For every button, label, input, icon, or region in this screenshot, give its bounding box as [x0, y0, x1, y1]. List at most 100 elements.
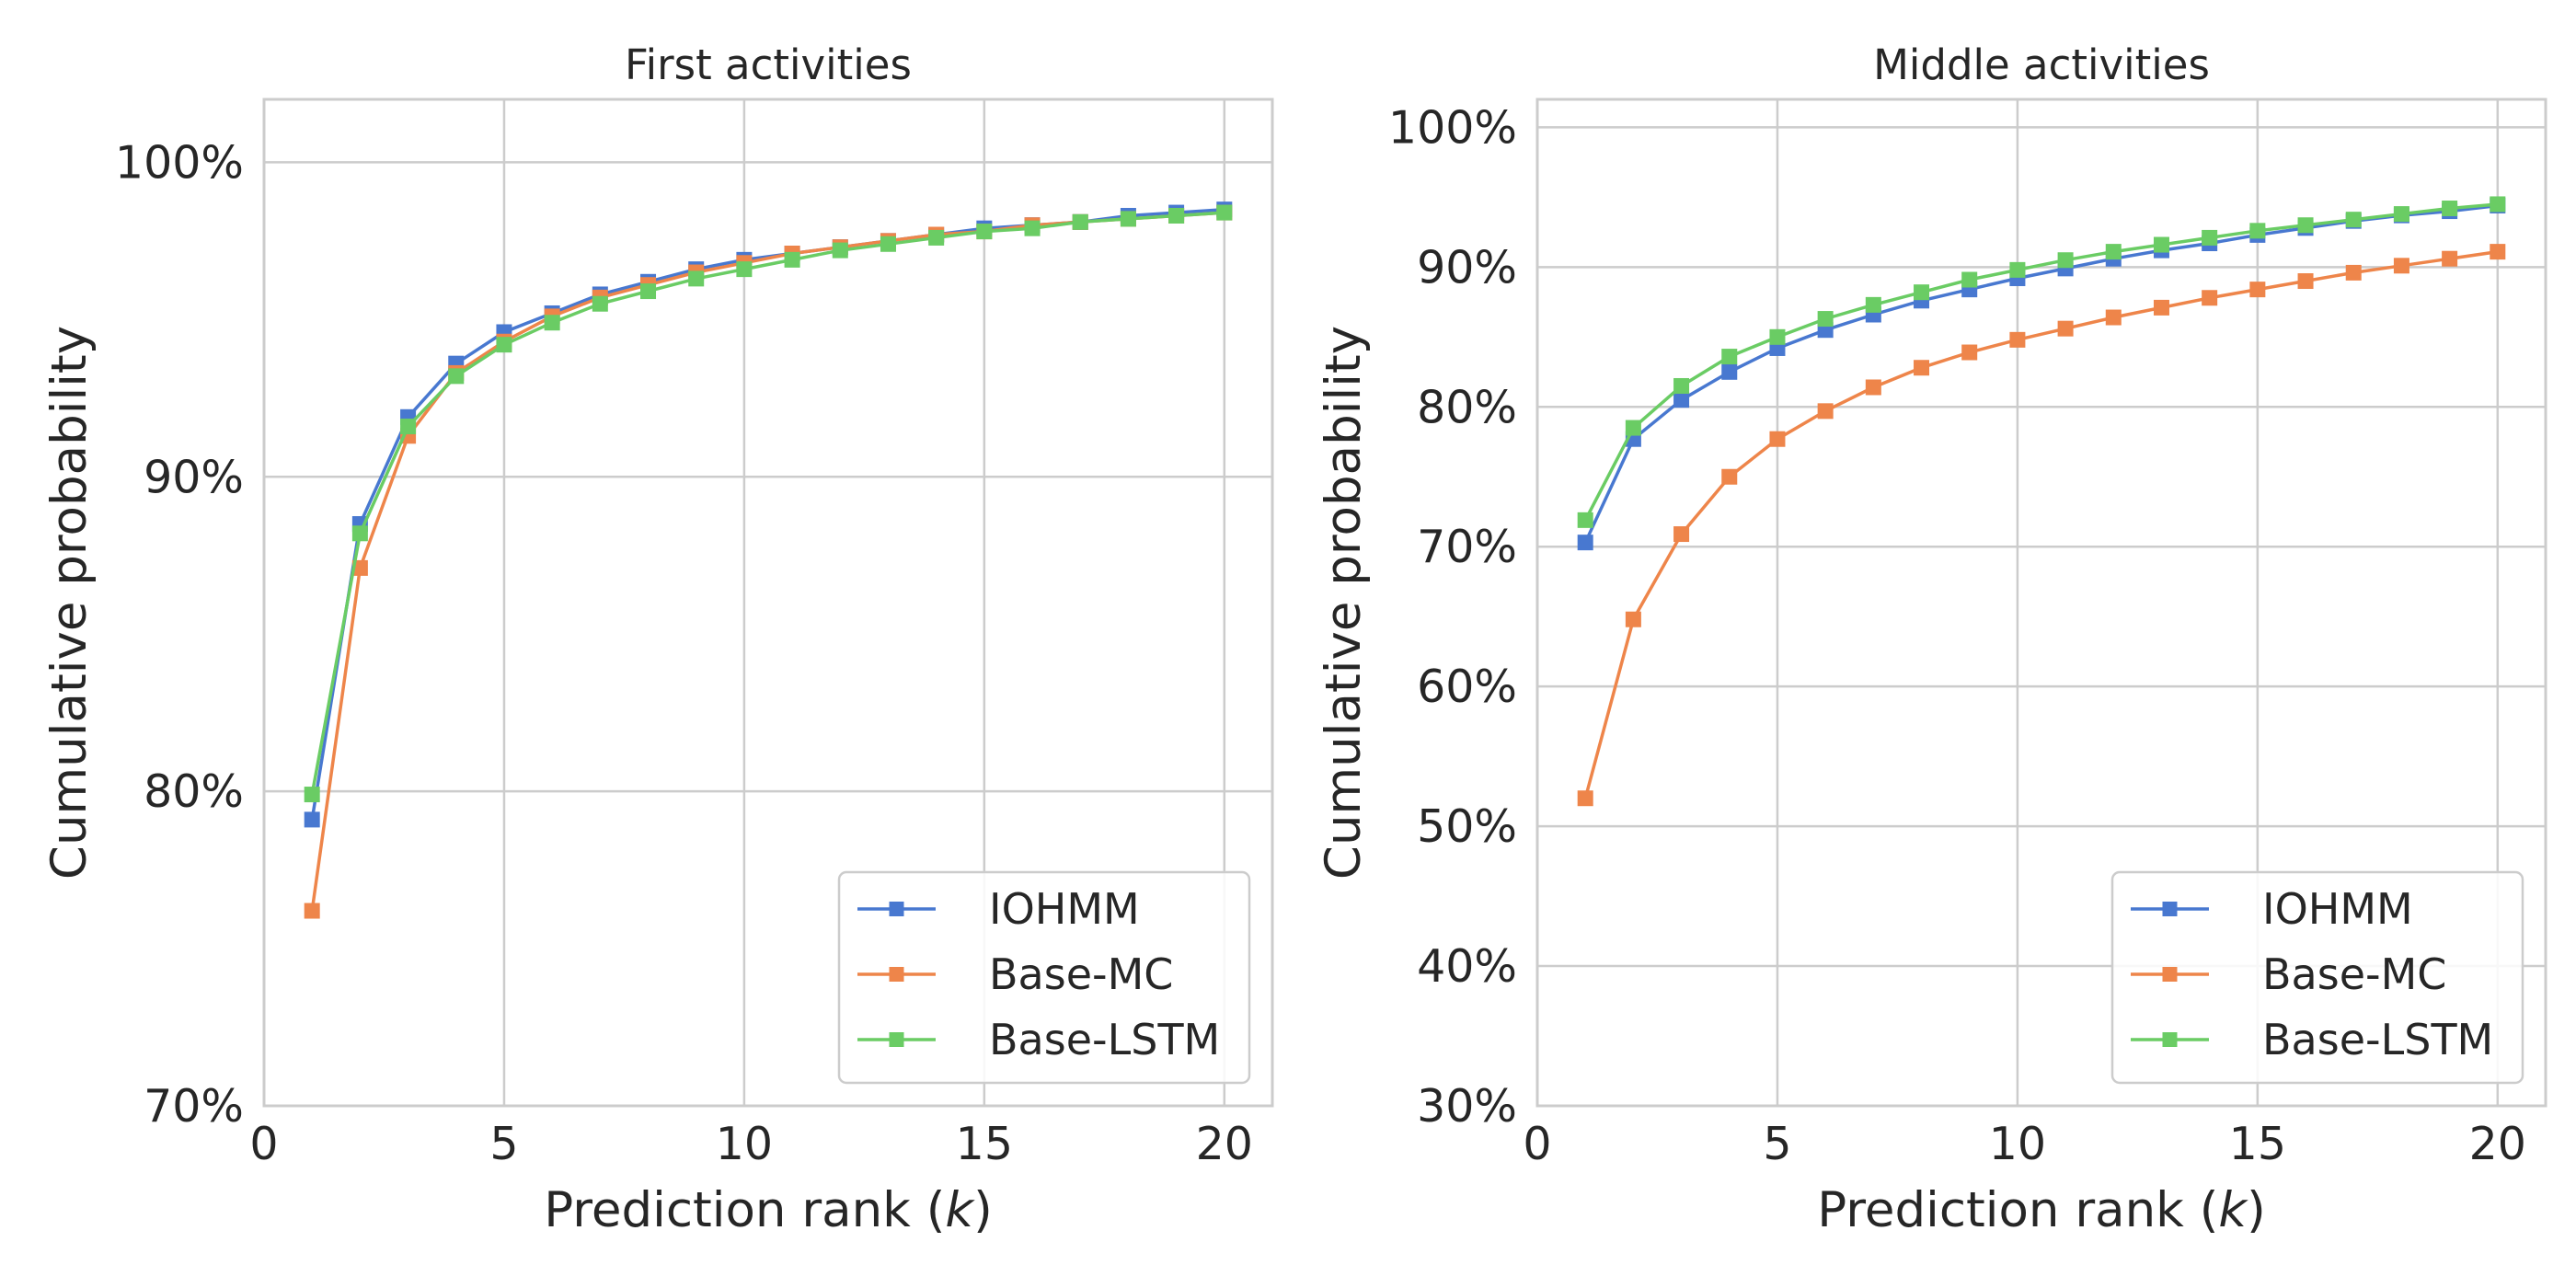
series: [1577, 196, 2506, 807]
x-tick-label: 20: [1196, 1118, 1253, 1170]
x-tick-label: 5: [1763, 1118, 1791, 1170]
legend-item-iohmm: IOHMM: [2131, 884, 2413, 934]
legend-item-base-mc: Base-MC: [2131, 949, 2446, 999]
data-point: [640, 283, 657, 300]
data-point: [2345, 264, 2362, 281]
data-point: [928, 229, 945, 246]
plot-frame: [1535, 98, 2547, 1108]
y-axis-label: Cumulative probability: [41, 326, 98, 880]
data-point: [1120, 211, 1136, 227]
data-point: [1024, 220, 1041, 236]
y-tick-label: 50%: [1417, 800, 1517, 853]
data-point: [688, 270, 705, 287]
legend-swatch-marker: [889, 1032, 904, 1047]
legend-item-iohmm: IOHMM: [857, 884, 1140, 934]
data-point: [400, 419, 417, 435]
data-point: [544, 315, 560, 331]
data-point: [304, 811, 320, 828]
data-point: [592, 295, 608, 312]
data-point: [351, 525, 368, 542]
y-tick-label: 60%: [1417, 661, 1517, 713]
data-point: [2249, 282, 2266, 298]
tick-labels: 0 5 10 15 20 70% 80% 90% 100%: [115, 136, 1253, 1170]
data-point: [1721, 349, 1738, 365]
legend-box: [837, 870, 1251, 1085]
legend-swatch-marker: [2162, 1032, 2178, 1047]
data-point: [1625, 611, 1641, 627]
series-iohmm: [1577, 197, 2506, 551]
data-point: [1577, 535, 1593, 551]
data-point: [2105, 244, 2122, 260]
legend-swatch-marker: [889, 902, 904, 916]
chart-middle-activities: Middle activities 0 5 10 15 20 30% 40% 50% 60% 70…: [1316, 40, 2547, 1238]
legend-swatch-marker: [2162, 967, 2178, 982]
data-point: [2105, 309, 2122, 326]
y-tick-label: 70%: [1417, 521, 1517, 573]
data-point: [2297, 217, 2314, 234]
x-tick-label: 0: [249, 1118, 278, 1170]
x-tick-label: 5: [489, 1118, 518, 1170]
plot-frame: [262, 98, 1274, 1108]
series-base-lstm: [1577, 196, 2506, 528]
y-tick-label: 70%: [144, 1080, 244, 1133]
data-point: [1216, 204, 1233, 221]
legend: IOHMM Base-MC Base-LSTM: [837, 870, 1251, 1085]
series-line: [310, 211, 1225, 795]
series-base-mc: [1577, 244, 2506, 807]
series-base-lstm: [304, 204, 1233, 803]
data-point: [2057, 320, 2074, 337]
y-tick-label: 80%: [1417, 381, 1517, 433]
legend-item-base-mc: Base-MC: [857, 949, 1173, 999]
data-point: [1961, 271, 1978, 288]
gridlines: [1535, 99, 2546, 1108]
series: [304, 201, 1233, 919]
x-axis-label: Prediction rank (k): [1817, 1182, 2266, 1238]
data-point: [2202, 229, 2218, 246]
data-point: [832, 242, 848, 259]
chart-title: First activities: [625, 40, 912, 89]
legend-label: Base-LSTM: [989, 1015, 1220, 1064]
data-point: [1865, 379, 1881, 396]
series-line: [310, 211, 1225, 912]
data-point: [2442, 250, 2458, 267]
y-tick-label: 90%: [1417, 241, 1517, 293]
series-line: [310, 207, 1225, 821]
data-point: [1577, 790, 1593, 807]
data-point: [1168, 207, 1185, 224]
data-point: [496, 337, 512, 353]
legend-label: Base-MC: [989, 949, 1173, 999]
x-tick-label: 15: [956, 1118, 1013, 1170]
data-point: [2057, 252, 2074, 269]
data-point: [2345, 212, 2362, 228]
legend-label: IOHMM: [2262, 884, 2413, 934]
y-tick-label: 100%: [1388, 101, 1517, 154]
legend-box: [2110, 870, 2524, 1085]
legend-item-base-lstm: Base-LSTM: [2131, 1015, 2493, 1064]
data-point: [304, 903, 320, 919]
series-base-mc: [304, 204, 1233, 919]
series-line: [1583, 202, 2498, 522]
legend-label: Base-LSTM: [2262, 1015, 2493, 1064]
data-point: [1865, 296, 1881, 313]
x-tick-label: 0: [1523, 1118, 1551, 1170]
data-point: [2393, 206, 2409, 223]
data-point: [1721, 363, 1738, 380]
x-tick-label: 10: [1989, 1118, 2046, 1170]
data-point: [1817, 403, 1834, 420]
data-point: [1673, 526, 1690, 543]
data-point: [1914, 284, 1930, 301]
data-point: [2153, 236, 2169, 253]
data-point: [2490, 196, 2506, 213]
series-line: [1583, 249, 2499, 799]
tick-labels: 0 5 10 15 20 30% 40% 50% 60% 70% 80% 90% 100%: [1388, 101, 2526, 1170]
y-axis-label: Cumulative probability: [1316, 326, 1372, 880]
x-tick-label: 10: [716, 1118, 773, 1170]
legend-swatch-marker: [889, 967, 904, 982]
x-tick-label: 15: [2229, 1118, 2286, 1170]
legend-item-base-lstm: Base-LSTM: [857, 1015, 1220, 1064]
data-point: [1961, 344, 1978, 361]
data-point: [1769, 431, 1786, 447]
data-point: [976, 224, 993, 240]
data-point: [1769, 328, 1786, 345]
